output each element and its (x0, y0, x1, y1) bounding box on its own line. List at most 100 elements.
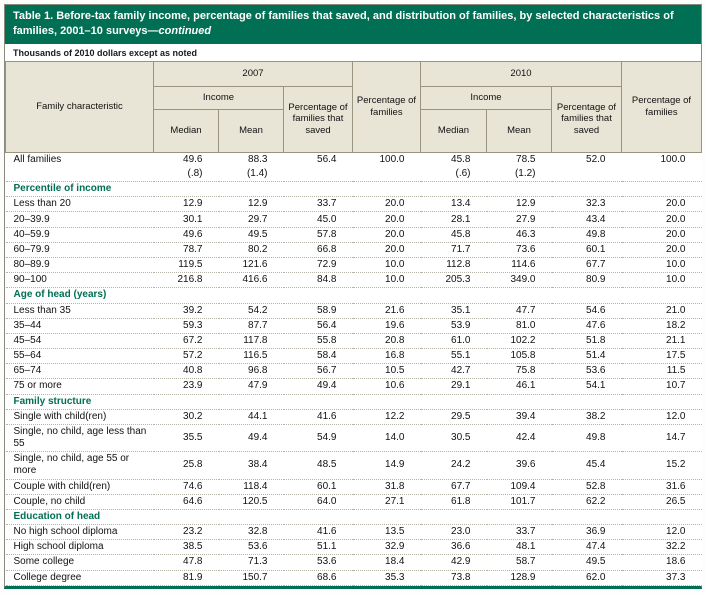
cell-value: 81.0 (486, 318, 552, 334)
table-row: 55–64 57.2 116.5 58.4 16.8 55.1 105.8 51.4 17.5 (5, 348, 702, 365)
cell-value: 49.6 (153, 227, 219, 243)
cell-value: 49.5 (218, 227, 284, 243)
cell-value: 29.7 (218, 211, 284, 228)
row-label: Single, no child, age less than 55 (5, 424, 154, 453)
col-header-pct-families-2007: Percentage of families (352, 60, 421, 153)
section-label: Family structure (5, 394, 702, 410)
row-label: 65–74 (5, 363, 154, 380)
cell-value: 60.1 (283, 479, 353, 495)
cell-value: 78.5 (486, 152, 552, 167)
cell-value: 67.7 (420, 479, 487, 495)
cell-value: 64.0 (283, 494, 353, 510)
row-label: Single with child(ren) (5, 409, 154, 425)
cell-value: (.6) (420, 166, 487, 183)
cell-value: 29.5 (420, 409, 487, 425)
cell-value: 128.9 (486, 570, 552, 587)
col-header-median-2010: Median (420, 108, 487, 153)
cell-value: 14.9 (352, 451, 421, 480)
cell-value: 64.6 (153, 494, 219, 510)
cell-value: 54.2 (218, 303, 284, 319)
table-row: 45–54 67.2 117.8 55.8 20.8 61.0 102.2 51.8 21.1 (5, 333, 702, 350)
cell-value: 53.6 (551, 363, 622, 380)
cell-value: 10.0 (621, 257, 702, 274)
cell-value: 68.6 (283, 570, 353, 587)
table-row: College degree 81.9 150.7 68.6 35.3 73.8 128.9… (5, 570, 702, 587)
cell-value: 20.0 (621, 242, 702, 258)
row-label: 20–39.9 (5, 211, 154, 228)
row-label: 45–54 (5, 333, 154, 350)
cell-value: 18.4 (352, 554, 421, 571)
cell-value: 32.9 (352, 539, 421, 556)
cell-value: 100.0 (352, 152, 421, 167)
cell-value: 21.0 (621, 303, 702, 319)
cell-value: 51.8 (551, 333, 622, 350)
cell-value: 47.9 (218, 378, 284, 395)
row-label: Less than 20 (5, 196, 154, 213)
cell-value: 121.6 (218, 257, 284, 274)
cell-value: (1.4) (218, 166, 284, 183)
cell-value: 62.0 (551, 570, 622, 587)
section-row: Education of head (5, 509, 702, 526)
cell-value: 105.8 (486, 348, 552, 365)
cell-value: 45.4 (551, 451, 622, 480)
row-label: 75 or more (5, 378, 154, 395)
cell-value: 61.8 (420, 494, 487, 510)
cell-value: 56.4 (283, 318, 353, 334)
cell-value: 21.6 (352, 303, 421, 319)
cell-value: 101.7 (486, 494, 552, 510)
cell-value: 43.4 (551, 211, 622, 228)
cell-value (551, 166, 622, 183)
header-row-years: Family characteristic 2007 Percentage of… (5, 60, 702, 153)
cell-value: 18.2 (621, 318, 702, 334)
cell-value: 13.4 (420, 196, 487, 213)
cell-value: 10.7 (621, 378, 702, 395)
cell-value: 30.2 (153, 409, 219, 425)
cell-value: 55.8 (283, 333, 353, 350)
cell-value: 61.0 (420, 333, 487, 350)
cell-value: 51.1 (283, 539, 353, 556)
row-label: Some college (5, 554, 154, 571)
table-row: 90–100 216.8 416.6 84.8 10.0 205.3 349.0 80.9 10… (5, 272, 702, 289)
table-row: 35–44 59.3 87.7 56.4 19.6 53.9 81.0 47.6 18.2 (5, 318, 702, 334)
cell-value: 37.3 (621, 570, 702, 587)
cell-value: 216.8 (153, 272, 219, 289)
cell-value: 78.7 (153, 242, 219, 258)
section-row: Percentile of income (5, 181, 702, 198)
col-header-mean-2007: Mean (218, 108, 284, 153)
table-row: 40–59.9 49.6 49.5 57.8 20.0 45.8 46.3 49.8 20.0 (5, 227, 702, 243)
cell-value: 23.0 (420, 524, 487, 541)
cell-value: 18.6 (621, 554, 702, 571)
table-row: High school diploma 38.5 53.6 51.1 32.9 36.6 4… (5, 539, 702, 556)
cell-value: 58.9 (283, 303, 353, 319)
cell-value: 49.4 (283, 378, 353, 395)
cell-value: 10.0 (352, 257, 421, 274)
row-label: 60–79.9 (5, 242, 154, 258)
col-header-income-2010: Income (420, 85, 552, 110)
income-table: Family characteristic 2007 Percentage of… (5, 60, 702, 587)
cell-value: 12.2 (352, 409, 421, 425)
col-header-year-2010: 2010 (420, 60, 622, 87)
cell-value: 72.9 (283, 257, 353, 274)
section-label: Age of head (years) (5, 287, 702, 304)
cell-value: 30.1 (153, 211, 219, 228)
cell-value: 38.5 (153, 539, 219, 556)
table-row: Single, no child, age 55 or more 25.8 38.4… (5, 451, 702, 480)
table-row: Couple with child(ren) 74.6 118.4 60.1 31.8 6… (5, 479, 702, 495)
cell-value: 39.6 (486, 451, 552, 480)
cell-value: 48.1 (486, 539, 552, 556)
cell-value: 49.4 (218, 424, 284, 453)
cell-value: 46.1 (486, 378, 552, 395)
cell-value: 117.8 (218, 333, 284, 350)
cell-value: 53.9 (420, 318, 487, 334)
cell-value: 17.5 (621, 348, 702, 365)
cell-value: 29.1 (420, 378, 487, 395)
cell-value: 45.0 (283, 211, 353, 228)
cell-value: 67.2 (153, 333, 219, 350)
cell-value: 349.0 (486, 272, 552, 289)
cell-value: 31.6 (621, 479, 702, 495)
cell-value (283, 166, 353, 183)
cell-value: 80.2 (218, 242, 284, 258)
cell-value: 45.8 (420, 152, 487, 167)
table-subtitle: Thousands of 2010 dollars except as note… (5, 43, 701, 61)
